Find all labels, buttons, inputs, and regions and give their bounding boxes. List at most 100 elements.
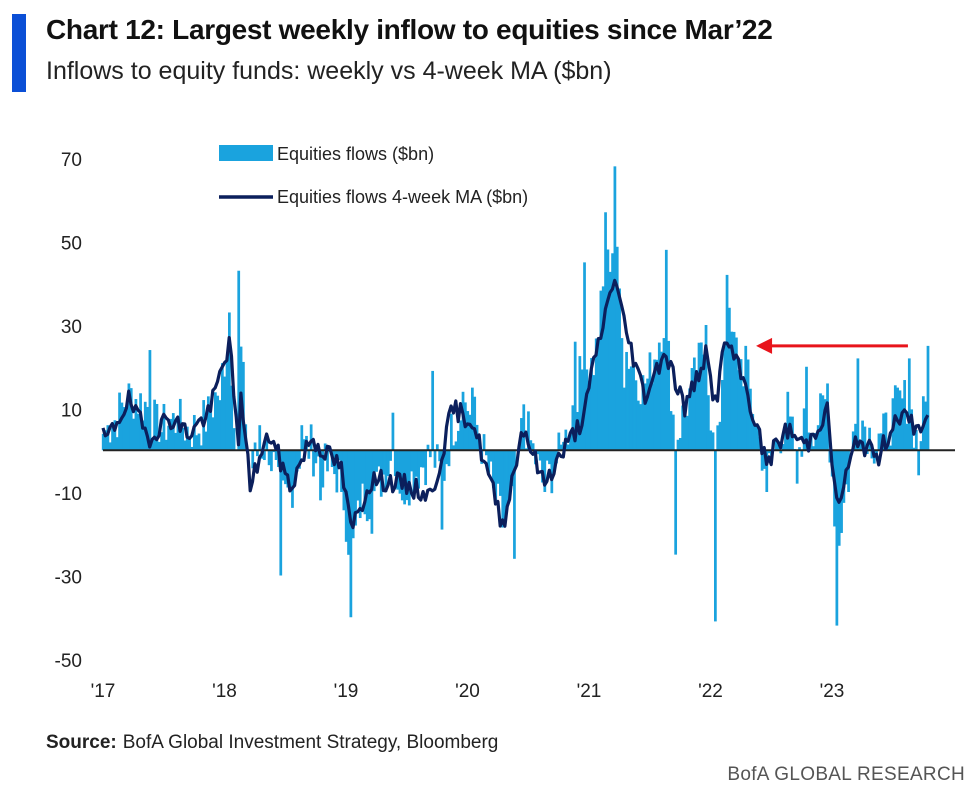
weekly-flow-bar (611, 253, 614, 451)
weekly-flow-bar (396, 450, 399, 490)
weekly-flow-bar (307, 450, 311, 459)
weekly-flow-bar (615, 246, 619, 451)
x-tick-label: '18 (212, 681, 237, 702)
weekly-flow-bar (566, 444, 570, 451)
weekly-flow-bar (650, 383, 654, 451)
chart-subtitle: Inflows to equity funds: weekly vs 4-wee… (46, 57, 612, 85)
weekly-flow-bar (108, 442, 112, 451)
weekly-flow-bar (599, 290, 603, 451)
weekly-flow-bar (501, 450, 505, 528)
weekly-flow-bar (181, 427, 185, 451)
weekly-flow-bar (870, 450, 874, 459)
weekly-flow-bar (384, 450, 388, 493)
weekly-flow-bar (737, 370, 741, 451)
weekly-flow-bar (321, 450, 325, 488)
weekly-flow-bar (847, 450, 850, 492)
x-tick-label: '21 (577, 681, 602, 702)
weekly-flow-bar (211, 417, 215, 451)
weekly-flow-bar (435, 444, 439, 451)
weekly-flow-bar (578, 356, 582, 451)
weekly-flow-bar (197, 433, 201, 451)
weekly-flow-bar (692, 357, 696, 451)
weekly-flow-bar (335, 450, 339, 493)
weekly-flow-bar (625, 351, 628, 451)
weekly-flow-bar (777, 444, 780, 451)
weekly-flow-bar (398, 450, 402, 494)
weekly-flow-bar (466, 411, 470, 451)
weekly-flow-bar (295, 450, 299, 472)
weekly-flow-bar (153, 399, 156, 451)
weekly-flow-bar (375, 450, 378, 472)
weekly-flow-bar (531, 443, 535, 451)
weekly-flow-bar (725, 274, 729, 451)
weekly-flow-bar (148, 350, 152, 451)
weekly-flow-bar (711, 432, 715, 451)
weekly-flow-bar (265, 434, 269, 451)
weekly-flow-bar (884, 412, 888, 451)
weekly-flow-bar (798, 447, 801, 451)
weekly-flow-bar (405, 450, 409, 501)
weekly-flow-bar (183, 440, 187, 451)
weekly-flow-bar (662, 338, 666, 451)
weekly-flow-bar (312, 450, 315, 477)
weekly-flow-bar (613, 166, 617, 451)
weekly-flow-bar (162, 403, 166, 451)
weekly-flow-bar (485, 450, 488, 456)
weekly-flow-bar (106, 425, 110, 451)
weekly-flow-bar (620, 338, 624, 451)
weekly-flow-bar (368, 450, 371, 520)
weekly-flow-bar (508, 450, 512, 498)
weekly-flow-bar (721, 380, 724, 451)
weekly-flow-bar (370, 450, 374, 534)
weekly-flow-bar (678, 438, 682, 451)
weekly-flow-bar (454, 441, 458, 451)
weekly-flow-bar (592, 375, 596, 451)
weekly-flow-bar (655, 359, 659, 451)
weekly-flow-bar (225, 359, 229, 451)
ma-line-series (101, 278, 930, 530)
weekly-flow-bar (302, 439, 306, 451)
weekly-flow-bar (784, 425, 787, 451)
weekly-flow-bar (496, 450, 500, 484)
weekly-flow-bar (365, 450, 369, 522)
weekly-flow-bar (536, 450, 540, 455)
weekly-flow-bar (671, 414, 675, 451)
weekly-flow-bar (134, 399, 138, 451)
weekly-flow-bar (597, 340, 600, 451)
weekly-flow-bar (924, 401, 928, 451)
weekly-flow-bar (861, 420, 864, 451)
source-text: BofA Global Investment Strategy, Bloombe… (122, 732, 499, 753)
weekly-flow-bar (288, 450, 292, 490)
weekly-flow-bar (428, 450, 432, 458)
weekly-flow-bar (141, 420, 145, 451)
brand-footer: BofA GLOBAL RESEARCH (727, 764, 965, 785)
weekly-flow-bar (557, 432, 561, 451)
weekly-flow-bar (730, 331, 734, 451)
weekly-flow-bar (487, 450, 491, 473)
y-tick-label: 30 (61, 317, 82, 338)
weekly-flow-bar (419, 450, 423, 468)
source-label: Source: (46, 732, 117, 753)
weekly-flow-bar (786, 391, 790, 451)
weekly-flow-bar (744, 345, 748, 451)
weekly-flow-bar (541, 450, 544, 483)
weekly-flow-bar (660, 351, 664, 451)
weekly-flow-bar (499, 450, 502, 496)
weekly-flow-bar (417, 450, 421, 489)
weekly-flow-bar (695, 378, 699, 451)
weekly-flow-bar (513, 450, 516, 559)
weekly-flow-bar (573, 341, 577, 451)
weekly-flow-bar (522, 404, 526, 451)
weekly-flow-bar (256, 450, 259, 457)
legend-label-line: Equities flows 4-week MA ($bn) (277, 187, 528, 207)
weekly-flow-bar (760, 450, 764, 471)
weekly-flow-bar (543, 450, 547, 492)
weekly-flow-bar (213, 392, 217, 451)
weekly-flow-bar (393, 450, 397, 477)
y-tick-label: 10 (61, 401, 82, 422)
weekly-flow-bar (905, 423, 909, 451)
weekly-flow-bar (688, 388, 692, 451)
weekly-flow-bar (482, 434, 486, 451)
weekly-flow-bar (459, 420, 463, 451)
weekly-flow-bar (127, 383, 131, 451)
